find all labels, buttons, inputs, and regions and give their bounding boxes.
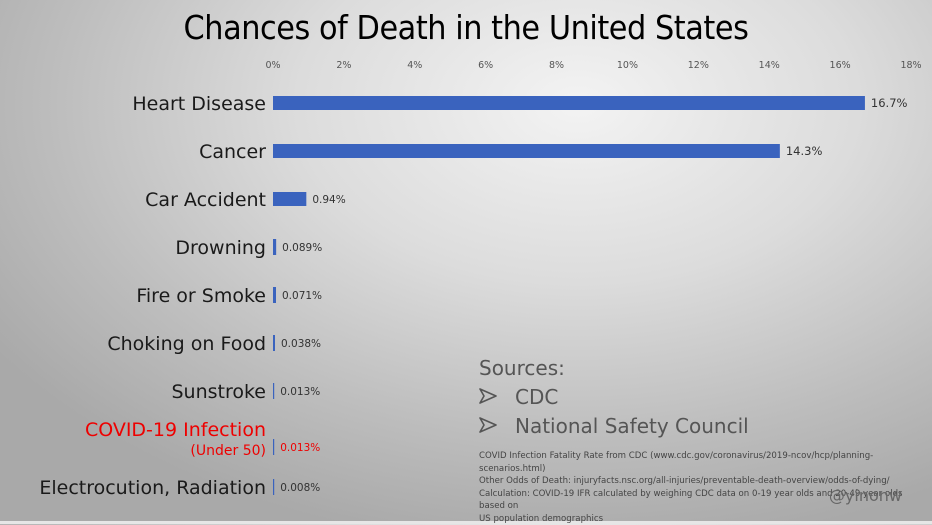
x-tick-label: 0% [265, 60, 280, 71]
category-label: COVID-19 Infection [85, 419, 266, 441]
bar [273, 383, 274, 399]
category-subtitle: (Under 50) [190, 443, 266, 459]
source-item: National Safety Council [479, 412, 749, 441]
author-handle: @yinonw [829, 486, 902, 505]
arrowhead-bullet-icon [479, 383, 501, 412]
value-label: 0.038% [281, 338, 321, 350]
category-label: Heart Disease [132, 93, 266, 115]
bar [273, 287, 276, 303]
bar [273, 96, 865, 110]
value-label: 0.071% [282, 290, 322, 302]
footnote-line: US population demographics [479, 513, 929, 525]
x-tick-label: 18% [900, 60, 921, 71]
bar [273, 335, 275, 351]
bar [273, 239, 276, 255]
source-item-label: CDC [515, 383, 558, 412]
value-label: 0.013% [280, 386, 320, 398]
bar [273, 479, 274, 495]
value-label: 0.94% [312, 194, 345, 206]
source-item-label: National Safety Council [515, 412, 749, 441]
x-tick-label: 12% [688, 60, 709, 71]
bar [273, 144, 780, 158]
x-tick-label: 10% [617, 60, 638, 71]
category-label: Electrocution, Radiation [39, 477, 266, 499]
x-tick-label: 6% [478, 60, 493, 71]
value-label: 0.013% [280, 442, 320, 454]
value-label: 0.008% [280, 482, 320, 494]
value-label: 0.089% [282, 242, 322, 254]
category-label: Car Accident [145, 189, 266, 211]
value-label: 16.7% [871, 96, 908, 110]
value-label: 14.3% [786, 144, 823, 158]
x-tick-label: 8% [549, 60, 564, 71]
category-label: Cancer [199, 141, 266, 163]
category-label: Choking on Food [107, 333, 266, 355]
category-label: Fire or Smoke [136, 285, 266, 307]
x-tick-label: 14% [759, 60, 780, 71]
x-tick-label: 2% [336, 60, 351, 71]
sources-block: Sources: CDC National Safety Council [479, 354, 749, 441]
bar [273, 439, 274, 455]
category-label: Drowning [175, 237, 266, 259]
x-tick-label: 16% [830, 60, 851, 71]
source-item: CDC [479, 383, 749, 412]
footnote-line: COVID Infection Fatality Rate from CDC (… [479, 450, 929, 475]
x-tick-label: 4% [407, 60, 422, 71]
category-label: Sunstroke [171, 381, 266, 403]
arrowhead-bullet-icon [479, 412, 501, 441]
sources-heading: Sources: [479, 354, 749, 383]
bar [273, 192, 306, 206]
